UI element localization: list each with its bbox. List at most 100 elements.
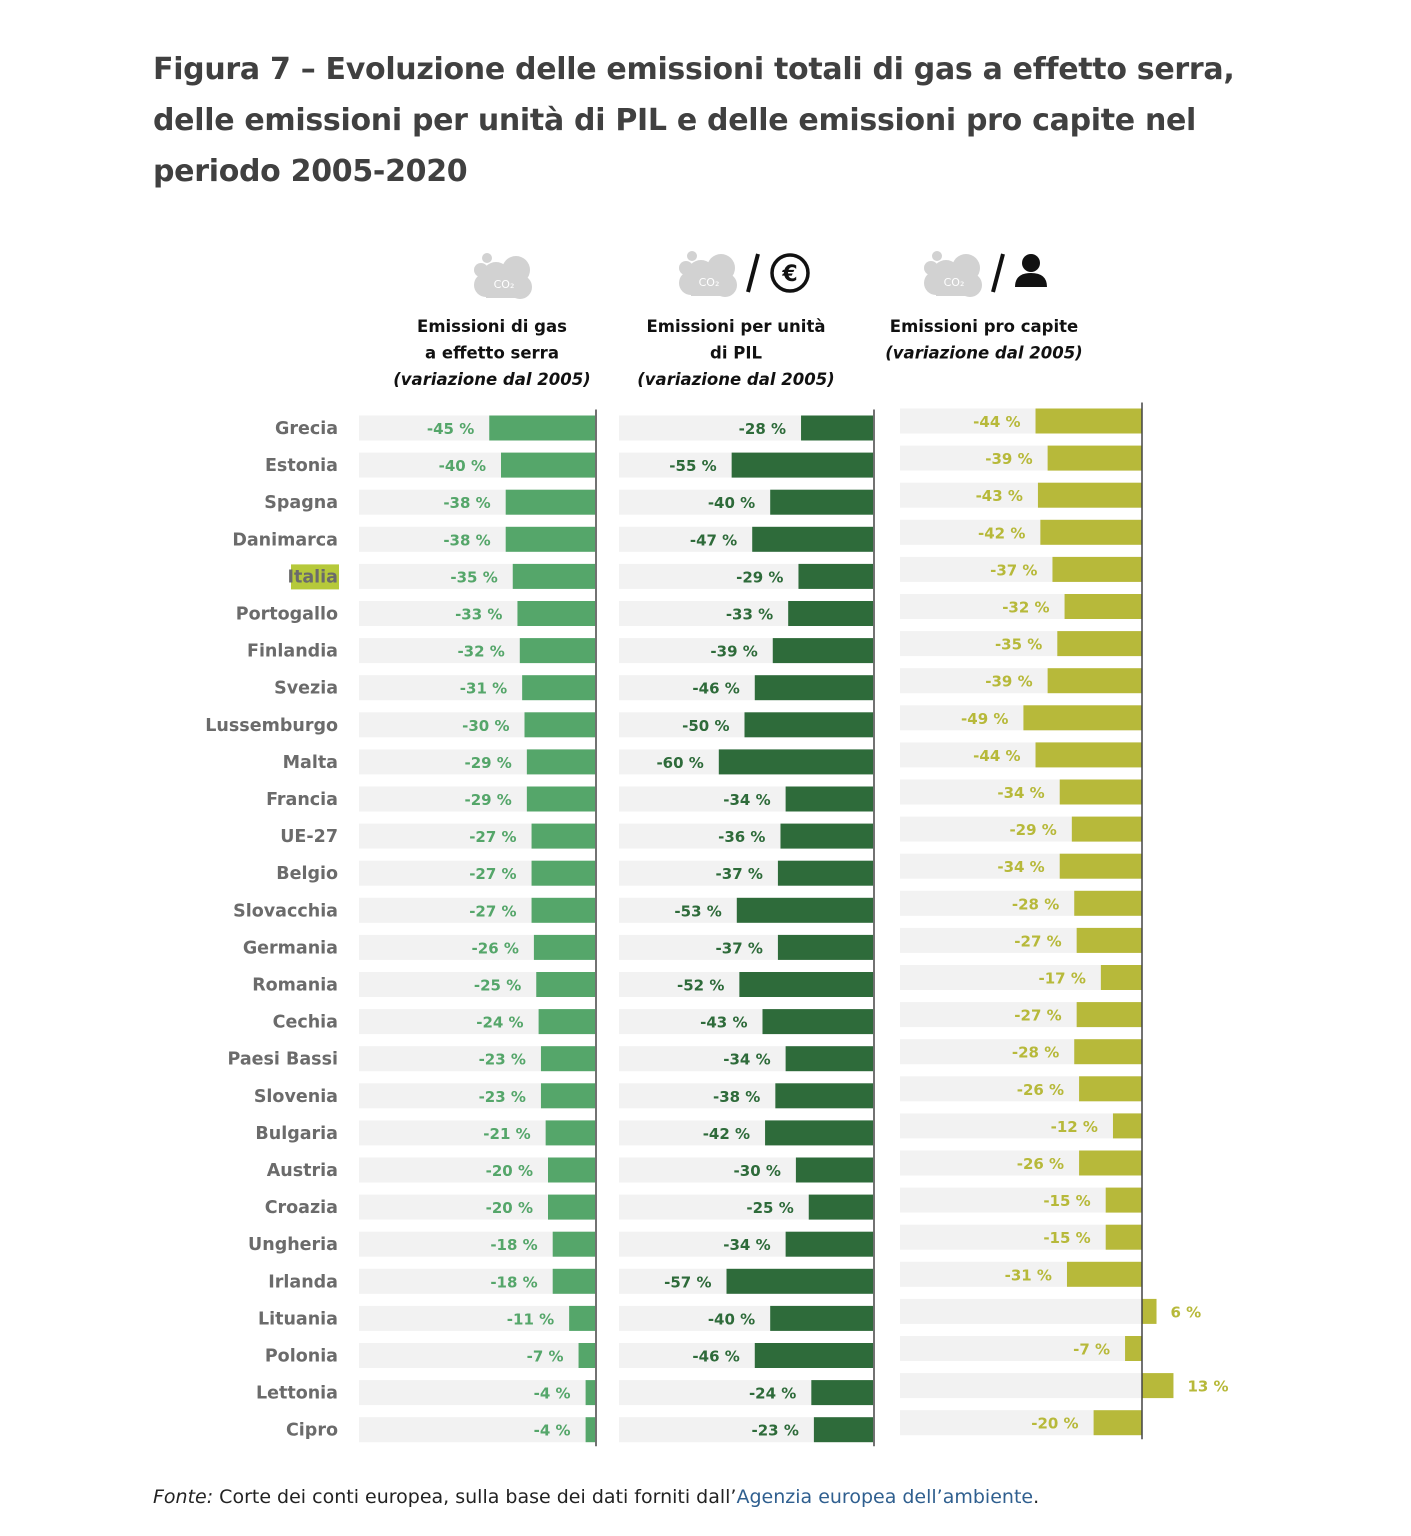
source-note: Fonte: Corte dei conti europea, sulla ba…	[153, 1486, 1039, 1508]
bar	[744, 712, 873, 738]
bar-value-label: -4 %	[534, 1385, 571, 1403]
bar-value-label: -29 %	[464, 754, 511, 772]
bar	[531, 897, 595, 923]
bar-value-label: -25 %	[746, 1199, 793, 1217]
bar	[777, 934, 873, 960]
bar-value-label: -26 %	[1017, 1155, 1064, 1173]
bar	[501, 452, 595, 478]
bar-value-label: -31 %	[460, 680, 507, 698]
bar	[552, 1231, 595, 1257]
bar-value-label: -42 %	[978, 524, 1025, 542]
bar-value-label: -40 %	[708, 494, 755, 512]
bar	[718, 749, 873, 775]
bar-value-label: -7 %	[1073, 1341, 1110, 1359]
bar	[739, 972, 873, 997]
bar-value-label: -38 %	[713, 1088, 760, 1106]
country-label: Estonia	[265, 456, 338, 476]
svg-text:CO₂: CO₂	[944, 276, 965, 289]
bar-value-label: -29 %	[464, 791, 511, 809]
country-label: Bulgaria	[255, 1124, 338, 1144]
country-label: Germania	[243, 938, 338, 958]
bar-value-label: -34 %	[723, 1236, 770, 1254]
bar-value-label: -20 %	[486, 1162, 533, 1180]
bar-value-label: -45 %	[427, 420, 474, 438]
bar	[569, 1305, 595, 1331]
bar-value-label: -53 %	[674, 902, 721, 920]
bar	[548, 1157, 595, 1183]
bar	[1079, 1076, 1142, 1102]
cloud-co2-icon: CO₂	[924, 251, 982, 297]
bar	[552, 1268, 595, 1294]
bar-value-label: -44 %	[973, 413, 1020, 431]
bar-value-label: -39 %	[985, 673, 1032, 691]
bar	[548, 1194, 595, 1220]
bar-value-label: -38 %	[443, 494, 490, 512]
panel-header-line: a effetto serra	[425, 344, 559, 363]
panel-header: Emissioni pro capite (variazione dal 2005…	[885, 317, 1082, 363]
bar-track	[359, 1305, 596, 1331]
country-label: Cipro	[286, 1421, 338, 1441]
bar-value-label: -42 %	[703, 1125, 750, 1143]
source-link[interactable]: Agenzia europea dell’ambiente	[736, 1486, 1034, 1508]
bar-track	[900, 1373, 1142, 1399]
bar-value-label: -28 %	[1012, 895, 1059, 913]
panel-header-line: Emissioni di gas	[417, 317, 567, 336]
country-label: Finlandia	[247, 642, 338, 662]
bar	[538, 1009, 595, 1035]
bar	[522, 675, 595, 701]
bar	[785, 1231, 873, 1257]
cloud-co2-icon: CO₂	[679, 251, 737, 297]
bar	[512, 563, 595, 589]
bar-value-label: -40 %	[439, 457, 486, 475]
bar-value-label: -12 %	[1051, 1118, 1098, 1136]
person-icon	[1015, 254, 1047, 287]
bar	[770, 489, 873, 515]
bar-value-label: -47 %	[690, 531, 737, 549]
bar-value-label: -43 %	[700, 1014, 747, 1032]
bar-track	[359, 1417, 596, 1443]
bar-value-label: -15 %	[1043, 1192, 1090, 1210]
bar	[780, 823, 873, 849]
bar	[1079, 1150, 1142, 1176]
bar-value-label: -31 %	[1005, 1266, 1052, 1284]
bar	[1074, 890, 1142, 916]
bar	[1057, 631, 1142, 657]
bar	[526, 786, 595, 812]
bar-value-label: -32 %	[1002, 599, 1049, 617]
country-label: Svezia	[274, 679, 338, 699]
bar-value-label: -17 %	[1039, 970, 1086, 988]
bar-value-label: -43 %	[976, 487, 1023, 505]
bar-track	[900, 1224, 1142, 1250]
country-label: Romania	[252, 976, 338, 996]
country-label: Slovacchia	[233, 901, 338, 921]
bar	[772, 638, 873, 664]
country-label: Polonia	[265, 1347, 338, 1367]
bar-value-label: -29 %	[1009, 821, 1056, 839]
source-prefix: Fonte:	[153, 1486, 214, 1508]
country-label: Croazia	[265, 1198, 338, 1218]
bar	[1059, 779, 1142, 805]
bar	[531, 823, 595, 849]
bar-value-label: -29 %	[736, 568, 783, 586]
bar-value-label: -27 %	[1014, 1007, 1061, 1025]
bar-value-label: -32 %	[457, 643, 504, 661]
bar-value-label: -39 %	[985, 450, 1032, 468]
bar	[578, 1343, 595, 1368]
bar-value-label: -24 %	[476, 1014, 523, 1032]
country-label: Spagna	[264, 493, 338, 513]
bar	[785, 786, 873, 812]
panel-subheader: (variazione dal 2005)	[393, 370, 590, 389]
bar	[505, 489, 595, 515]
country-label: Danimarca	[232, 530, 338, 550]
bar	[1035, 408, 1142, 434]
bar	[808, 1194, 873, 1220]
bar-value-label: -36 %	[718, 828, 765, 846]
bar	[526, 749, 595, 775]
bar	[489, 415, 595, 441]
bar	[540, 1083, 595, 1109]
bar-value-label: -15 %	[1043, 1229, 1090, 1247]
bar-value-label: -30 %	[462, 717, 509, 735]
bar-value-label: -60 %	[656, 754, 703, 772]
bar	[788, 601, 873, 626]
panel-header-line: Emissioni pro capite	[890, 317, 1078, 336]
